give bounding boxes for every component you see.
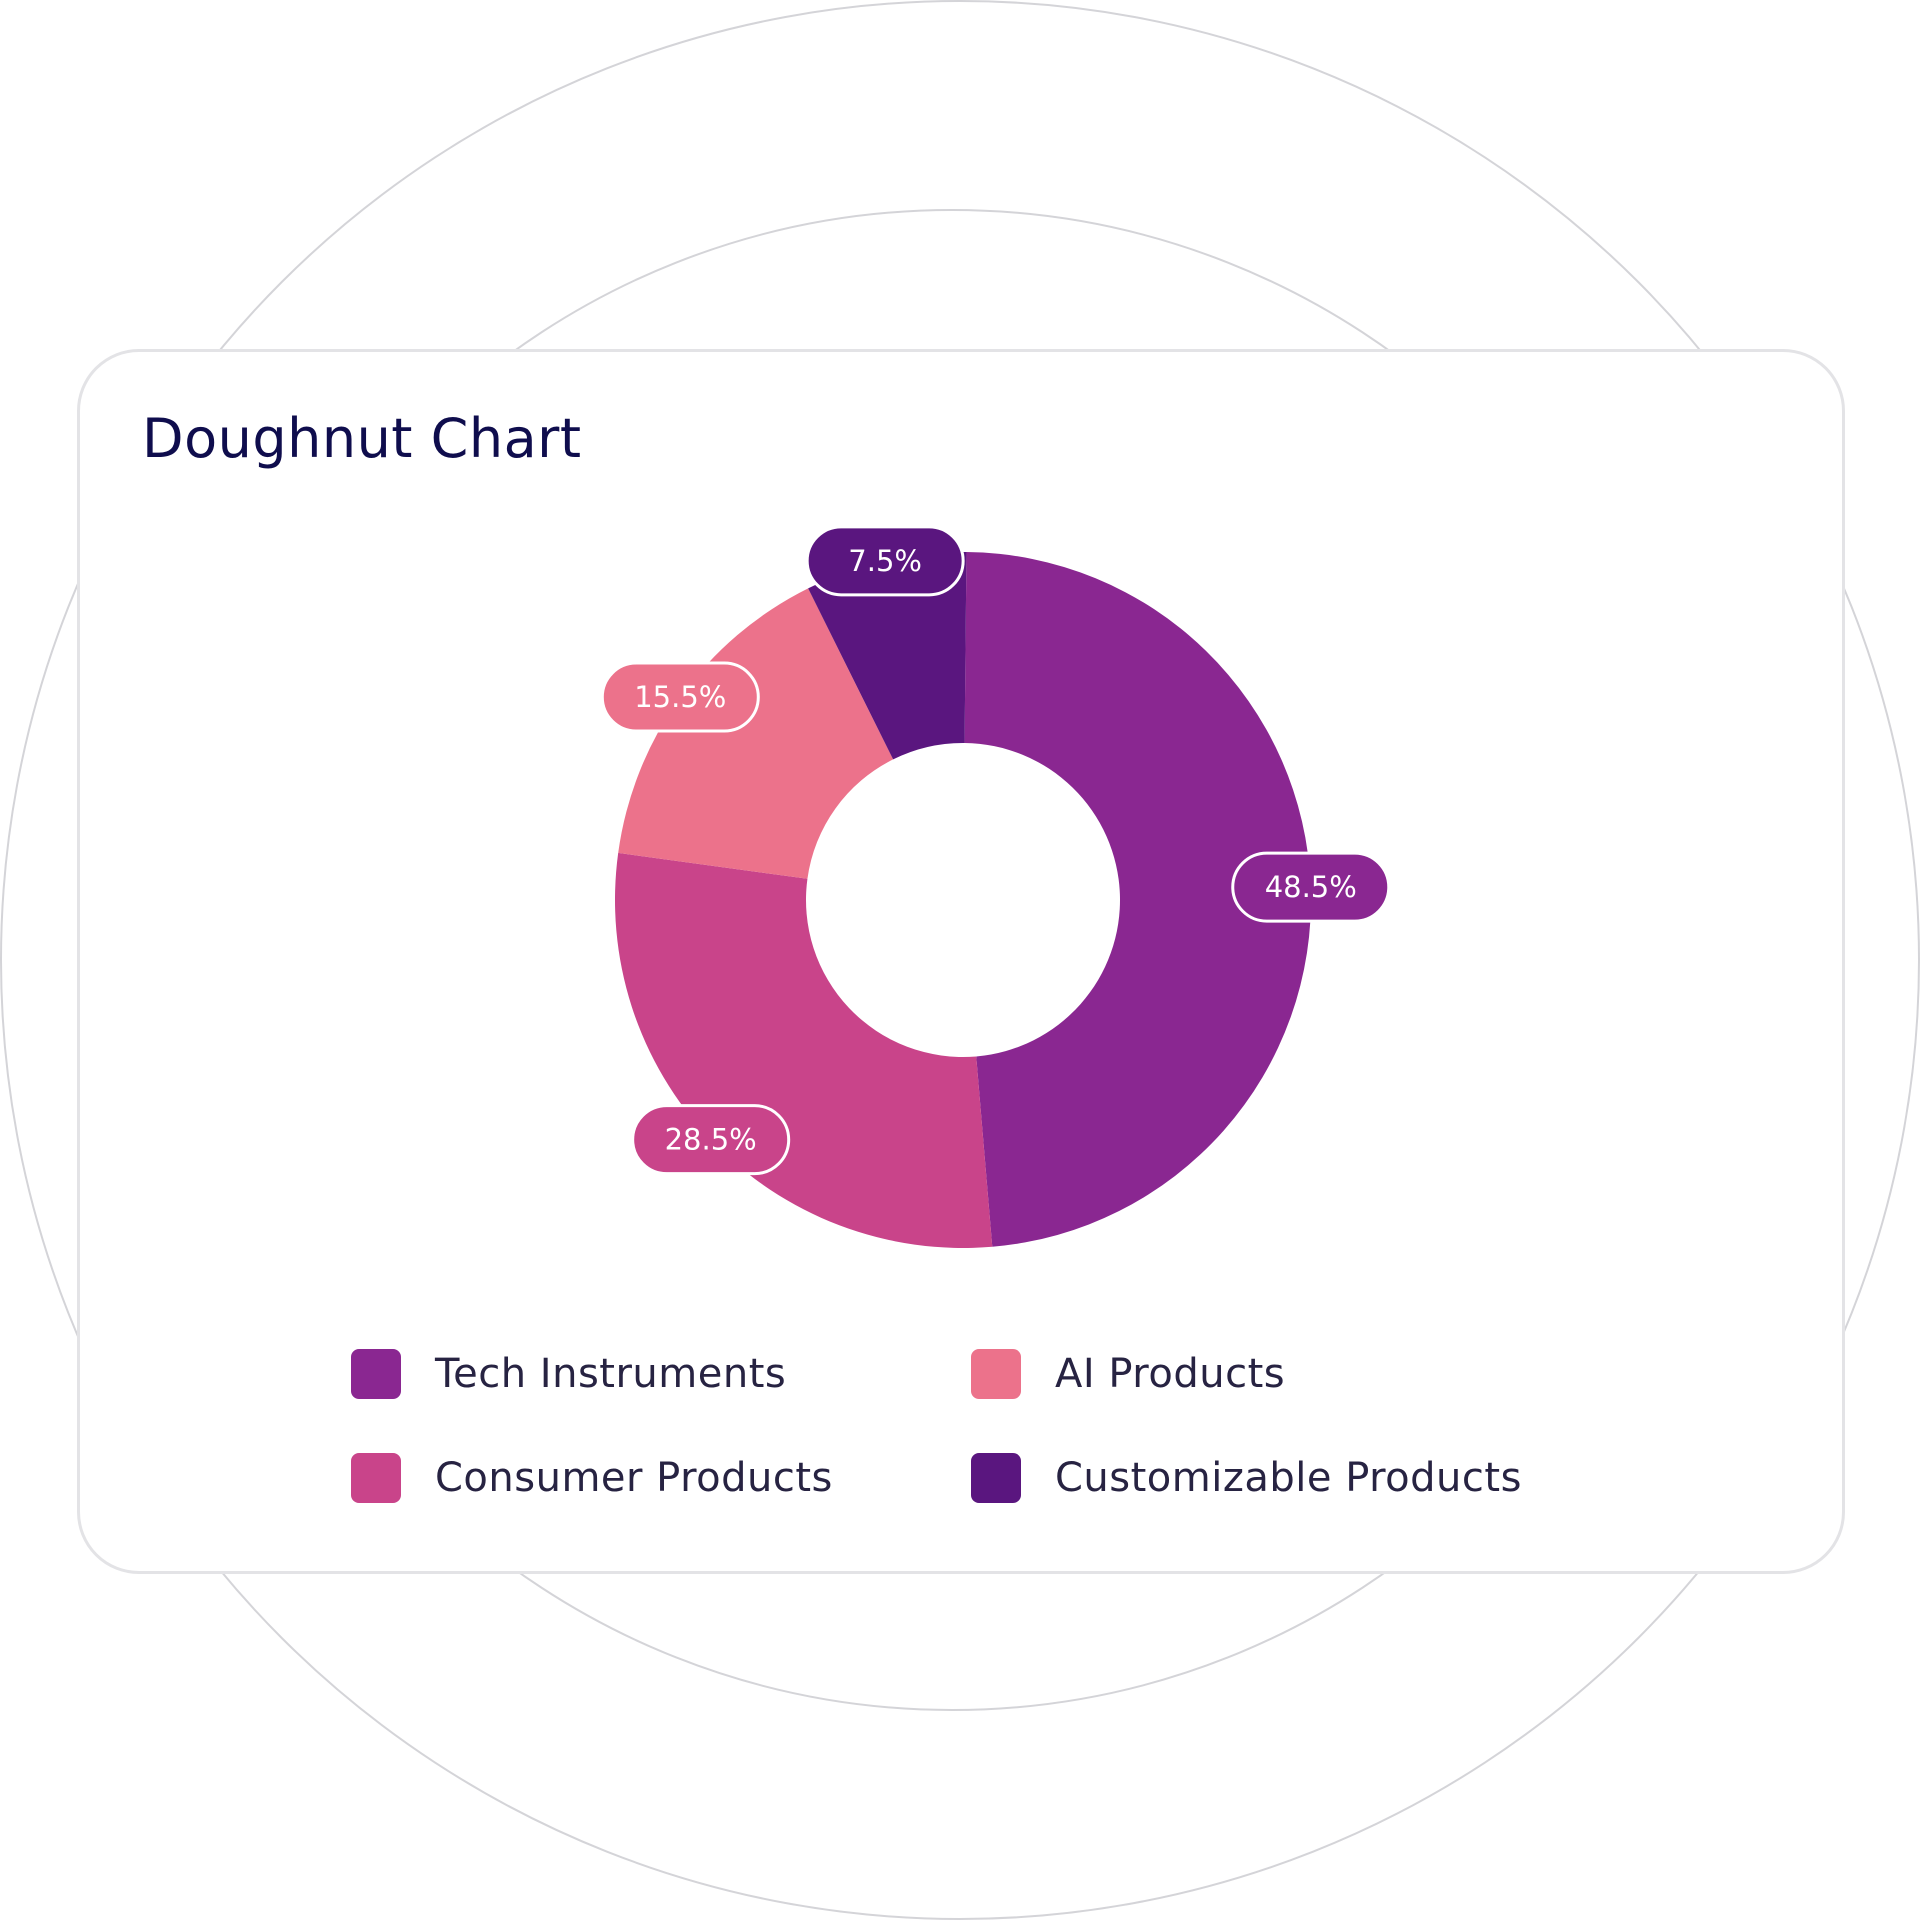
legend-swatch [971,1453,1021,1503]
value-label-pill [600,661,760,733]
value-label-tech-instruments: 48.5% [1231,851,1391,923]
legend-swatch [351,1453,401,1503]
legend-label: Customizable Products [1055,1455,1522,1501]
slice-tech-instruments [964,552,1312,1247]
value-label-text: 28.5% [665,1123,757,1157]
doughnut-chart: 48.5% 28.5% 15.5% 7.5% [600,525,1391,1248]
value-label-text: 15.5% [634,680,726,714]
chart-card: Doughnut Chart 48.5% 28.5% 15.5% 7.5% Tech … [77,349,1845,1574]
legend-label: Consumer Products [435,1455,833,1501]
value-label-customizable-products: 7.5% [805,525,965,597]
chart-slices [615,552,1312,1248]
value-label-pill [1231,851,1391,923]
legend-swatch [971,1349,1021,1399]
slice-consumer-products [615,852,993,1248]
legend-item-consumer-products: Consumer Products [351,1452,833,1504]
slice-customizable-products [808,552,967,760]
legend-swatch [351,1349,401,1399]
value-label-pill [631,1104,791,1176]
legend-item-customizable-products: Customizable Products [971,1452,1522,1504]
value-label-consumer-products: 28.5% [631,1104,791,1176]
chart-value-labels: 48.5% 28.5% 15.5% 7.5% [600,525,1391,1176]
value-label-ai-products: 15.5% [600,661,760,733]
legend-item-ai-products: AI Products [971,1348,1285,1400]
legend-label: AI Products [1055,1351,1286,1397]
value-label-text: 7.5% [848,544,922,578]
chart-legend: Tech Instruments AI Products Consumer Pr… [351,1348,1651,1548]
legend-label: Tech Instruments [435,1351,787,1397]
legend-item-tech-instruments: Tech Instruments [351,1348,786,1400]
page-title: Doughnut Chart [142,407,582,470]
value-label-text: 48.5% [1265,870,1357,904]
slice-ai-products [618,588,894,879]
value-label-pill [805,525,965,597]
